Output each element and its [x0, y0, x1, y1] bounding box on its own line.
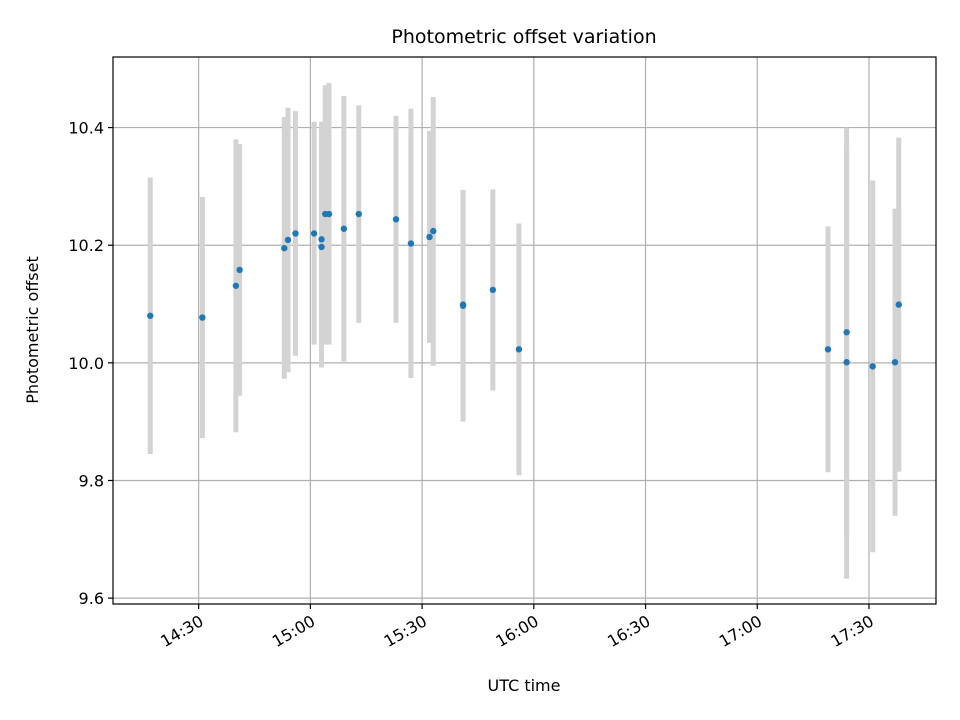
- data-point: [824, 346, 832, 353]
- error-bars: [147, 82, 902, 579]
- data-point: [430, 227, 437, 235]
- x-tick-label: 17:30: [828, 611, 877, 651]
- data-point: [310, 230, 318, 237]
- data-point: [325, 210, 333, 218]
- data-point: [392, 216, 400, 223]
- x-axis-ticks: 14:30 15:00 15:30 16:00 16:30 17:00 17:30: [157, 604, 877, 651]
- x-tick-label: 15:30: [381, 611, 430, 651]
- data-point: [426, 233, 433, 241]
- y-axis-ticks: 9.6 9.8 10.0 10.2 10.4: [68, 119, 113, 608]
- x-tick-label: 16:30: [604, 611, 653, 651]
- y-axis-label: Photometric offset: [23, 256, 42, 404]
- y-tick-label: 10.4: [68, 119, 104, 138]
- data-point: [407, 240, 415, 247]
- y-tick-label: 9.6: [79, 589, 104, 608]
- x-tick-label: 14:30: [157, 611, 206, 651]
- gridlines: [113, 57, 936, 604]
- data-point: [891, 359, 899, 366]
- data-point: [232, 282, 240, 289]
- data-point: [489, 286, 497, 294]
- data-points: [147, 210, 902, 370]
- y-tick-label: 10.2: [68, 236, 104, 255]
- data-point: [284, 236, 292, 244]
- data-point: [895, 301, 902, 308]
- data-point: [355, 210, 362, 218]
- x-tick-label: 17:00: [716, 611, 765, 651]
- data-point: [340, 225, 348, 232]
- data-point: [843, 329, 850, 336]
- x-tick-label: 16:00: [492, 611, 541, 651]
- data-point: [236, 266, 243, 274]
- data-point: [292, 230, 299, 237]
- y-tick-label: 9.8: [79, 471, 104, 490]
- data-point: [281, 244, 288, 252]
- x-axis-label: UTC time: [488, 676, 561, 695]
- data-point: [515, 346, 523, 353]
- chart-title: Photometric offset variation: [391, 26, 656, 48]
- data-point: [318, 243, 325, 251]
- y-tick-label: 10.0: [68, 354, 104, 373]
- x-tick-label: 15:00: [269, 611, 318, 651]
- data-point: [318, 236, 325, 243]
- data-point: [199, 314, 206, 321]
- data-point: [459, 302, 467, 309]
- data-point: [869, 363, 876, 370]
- data-point: [843, 359, 850, 366]
- data-point: [147, 312, 154, 319]
- plot-frame: [112, 56, 937, 605]
